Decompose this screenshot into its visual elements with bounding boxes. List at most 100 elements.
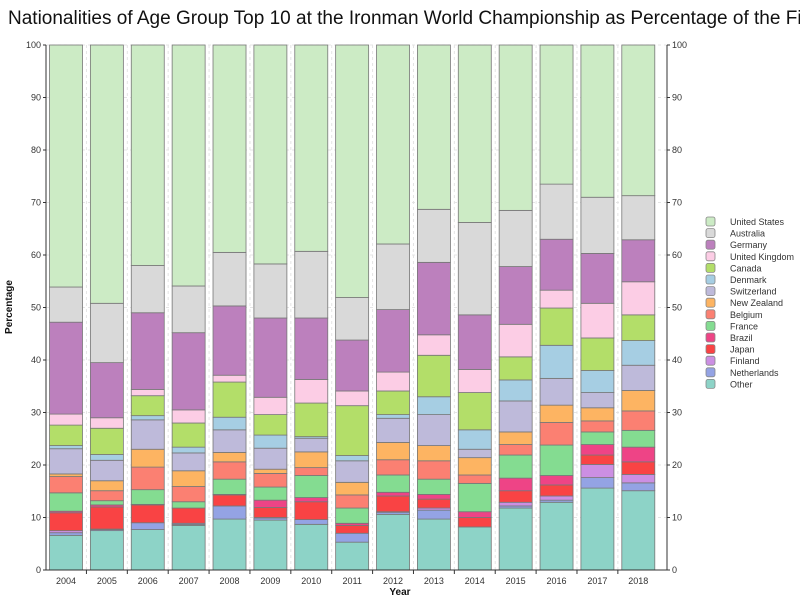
- bar-segment-other: [376, 513, 410, 571]
- y-tick-label-right: 20: [672, 460, 682, 470]
- bar-segment-germany: [457, 314, 492, 370]
- legend-label: Denmark: [730, 275, 767, 285]
- bar-segment-canada: [253, 414, 288, 436]
- bar-segment-finland: [539, 495, 574, 501]
- legend-item: Other: [705, 378, 753, 389]
- bar-segment-france: [457, 482, 492, 513]
- y-tick-label-right: 10: [672, 513, 682, 523]
- bar-segment-united-states: [580, 44, 615, 198]
- legend-swatch: [705, 286, 716, 297]
- x-tick-label: 2011: [342, 576, 361, 586]
- bar-segment-new-zealand: [89, 480, 124, 492]
- legend-label: Germany: [730, 240, 768, 250]
- bar-segment-australia: [253, 263, 288, 319]
- legend-label: Australia: [730, 229, 765, 239]
- bar-segment-australia: [376, 243, 410, 311]
- bar-segment-japan: [417, 498, 451, 509]
- bar-segment-other: [498, 507, 533, 571]
- bar-segment-canada: [539, 307, 574, 346]
- bar-segment-switzerland: [335, 460, 370, 483]
- bar-segment-belgium: [130, 466, 165, 491]
- bar-segment-belgium: [171, 486, 206, 503]
- y-tick-label-left: 20: [31, 460, 41, 470]
- bar-segment-france: [376, 474, 410, 493]
- x-tick-label: 2007: [179, 576, 199, 586]
- bar-segment-other: [539, 501, 574, 571]
- bar-segment-new-zealand: [376, 442, 410, 461]
- bar-segment-united-kingdom: [457, 369, 492, 393]
- bar-segment-france: [253, 486, 288, 501]
- bar-segment-switzerland: [253, 447, 288, 470]
- bar-segment-australia: [498, 209, 533, 267]
- bar-segment-other: [294, 523, 329, 571]
- bar-segment-japan: [335, 524, 370, 534]
- bar-segment-netherlands: [130, 522, 165, 530]
- legend-label: Belgium: [730, 310, 763, 320]
- y-tick-label-left: 10: [31, 513, 41, 523]
- axes: 0 0 10 10 20 20 30 30 40 40 50 50 60 60 70 70 80 80 90 90 10…: [26, 40, 687, 586]
- bar-segment-new-zealand: [335, 481, 370, 496]
- bar-segment-japan: [253, 507, 288, 518]
- legend-swatch: [705, 378, 716, 389]
- x-tick-label: 2017: [587, 576, 607, 586]
- legend-label: New Zealand: [730, 298, 783, 308]
- bar-segment-japan: [212, 494, 247, 507]
- bar-segment-switzerland: [171, 452, 206, 472]
- y-tick-label-right: 30: [672, 408, 682, 418]
- x-tick-label: 2008: [219, 576, 239, 586]
- y-tick-label-left: 50: [31, 303, 41, 313]
- bar-segment-germany: [253, 317, 288, 398]
- x-tick-label: 2013: [424, 576, 444, 586]
- bar-segment-australia: [171, 285, 206, 334]
- bar-segment-united-states: [457, 44, 492, 223]
- bar-segment-united-states: [212, 44, 247, 253]
- legend-item: France: [705, 320, 758, 331]
- legend-item: Netherlands: [705, 367, 779, 378]
- bar-segment-other: [335, 541, 370, 571]
- legend-label: Netherlands: [730, 368, 779, 378]
- bar-segment-germany: [621, 239, 656, 283]
- bar-segment-brazil: [376, 491, 410, 497]
- bar-segment-canada: [294, 402, 329, 438]
- bar-segment-germany: [294, 317, 329, 380]
- bar-segment-other: [417, 518, 451, 571]
- bar-segment-united-states: [417, 44, 451, 210]
- legend-swatch: [705, 262, 716, 273]
- chart-title: Nationalities of Age Group Top 10 at the…: [8, 8, 800, 29]
- x-tick-label: 2014: [465, 576, 485, 586]
- bar-segment-other: [49, 534, 83, 571]
- x-tick-label: 2010: [301, 576, 321, 586]
- bar-segment-japan: [580, 454, 615, 465]
- x-tick-label: 2004: [56, 576, 76, 586]
- bar-segment-belgium: [49, 476, 83, 494]
- bar-segment-germany: [212, 305, 247, 376]
- bar-segment-netherlands: [335, 532, 370, 543]
- bar-segment-australia: [539, 183, 574, 240]
- bar-segment-brazil: [539, 475, 574, 486]
- y-tick-label-left: 90: [31, 93, 41, 103]
- y-tick-label-right: 40: [672, 355, 682, 365]
- bar-segment-other: [621, 490, 656, 571]
- legend-swatch: [705, 239, 716, 250]
- bar-segment-belgium: [89, 490, 124, 502]
- bar-segment-germany: [171, 332, 206, 411]
- y-tick-label-right: 80: [672, 145, 682, 155]
- bar-segment-denmark: [130, 415, 165, 421]
- bar-segment-finland: [498, 501, 533, 507]
- bar-segment-germany: [417, 261, 451, 336]
- bar-segment-other: [212, 518, 247, 571]
- bar-segment-canada: [130, 395, 165, 417]
- x-axis-label: Year: [389, 587, 410, 598]
- bar-segment-belgium: [376, 459, 410, 476]
- legend-label: Japan: [730, 345, 755, 355]
- legend-label: Other: [730, 379, 753, 389]
- bar-segment-other: [130, 529, 165, 571]
- bar-segment-netherlands: [580, 477, 615, 489]
- legend-item: Switzerland: [705, 286, 777, 297]
- bars: [49, 44, 656, 571]
- bar-segment-switzerland: [539, 377, 574, 406]
- bar-segment-united-states: [335, 44, 370, 298]
- bar-segment-australia: [212, 251, 247, 307]
- bar-segment-denmark: [621, 340, 656, 366]
